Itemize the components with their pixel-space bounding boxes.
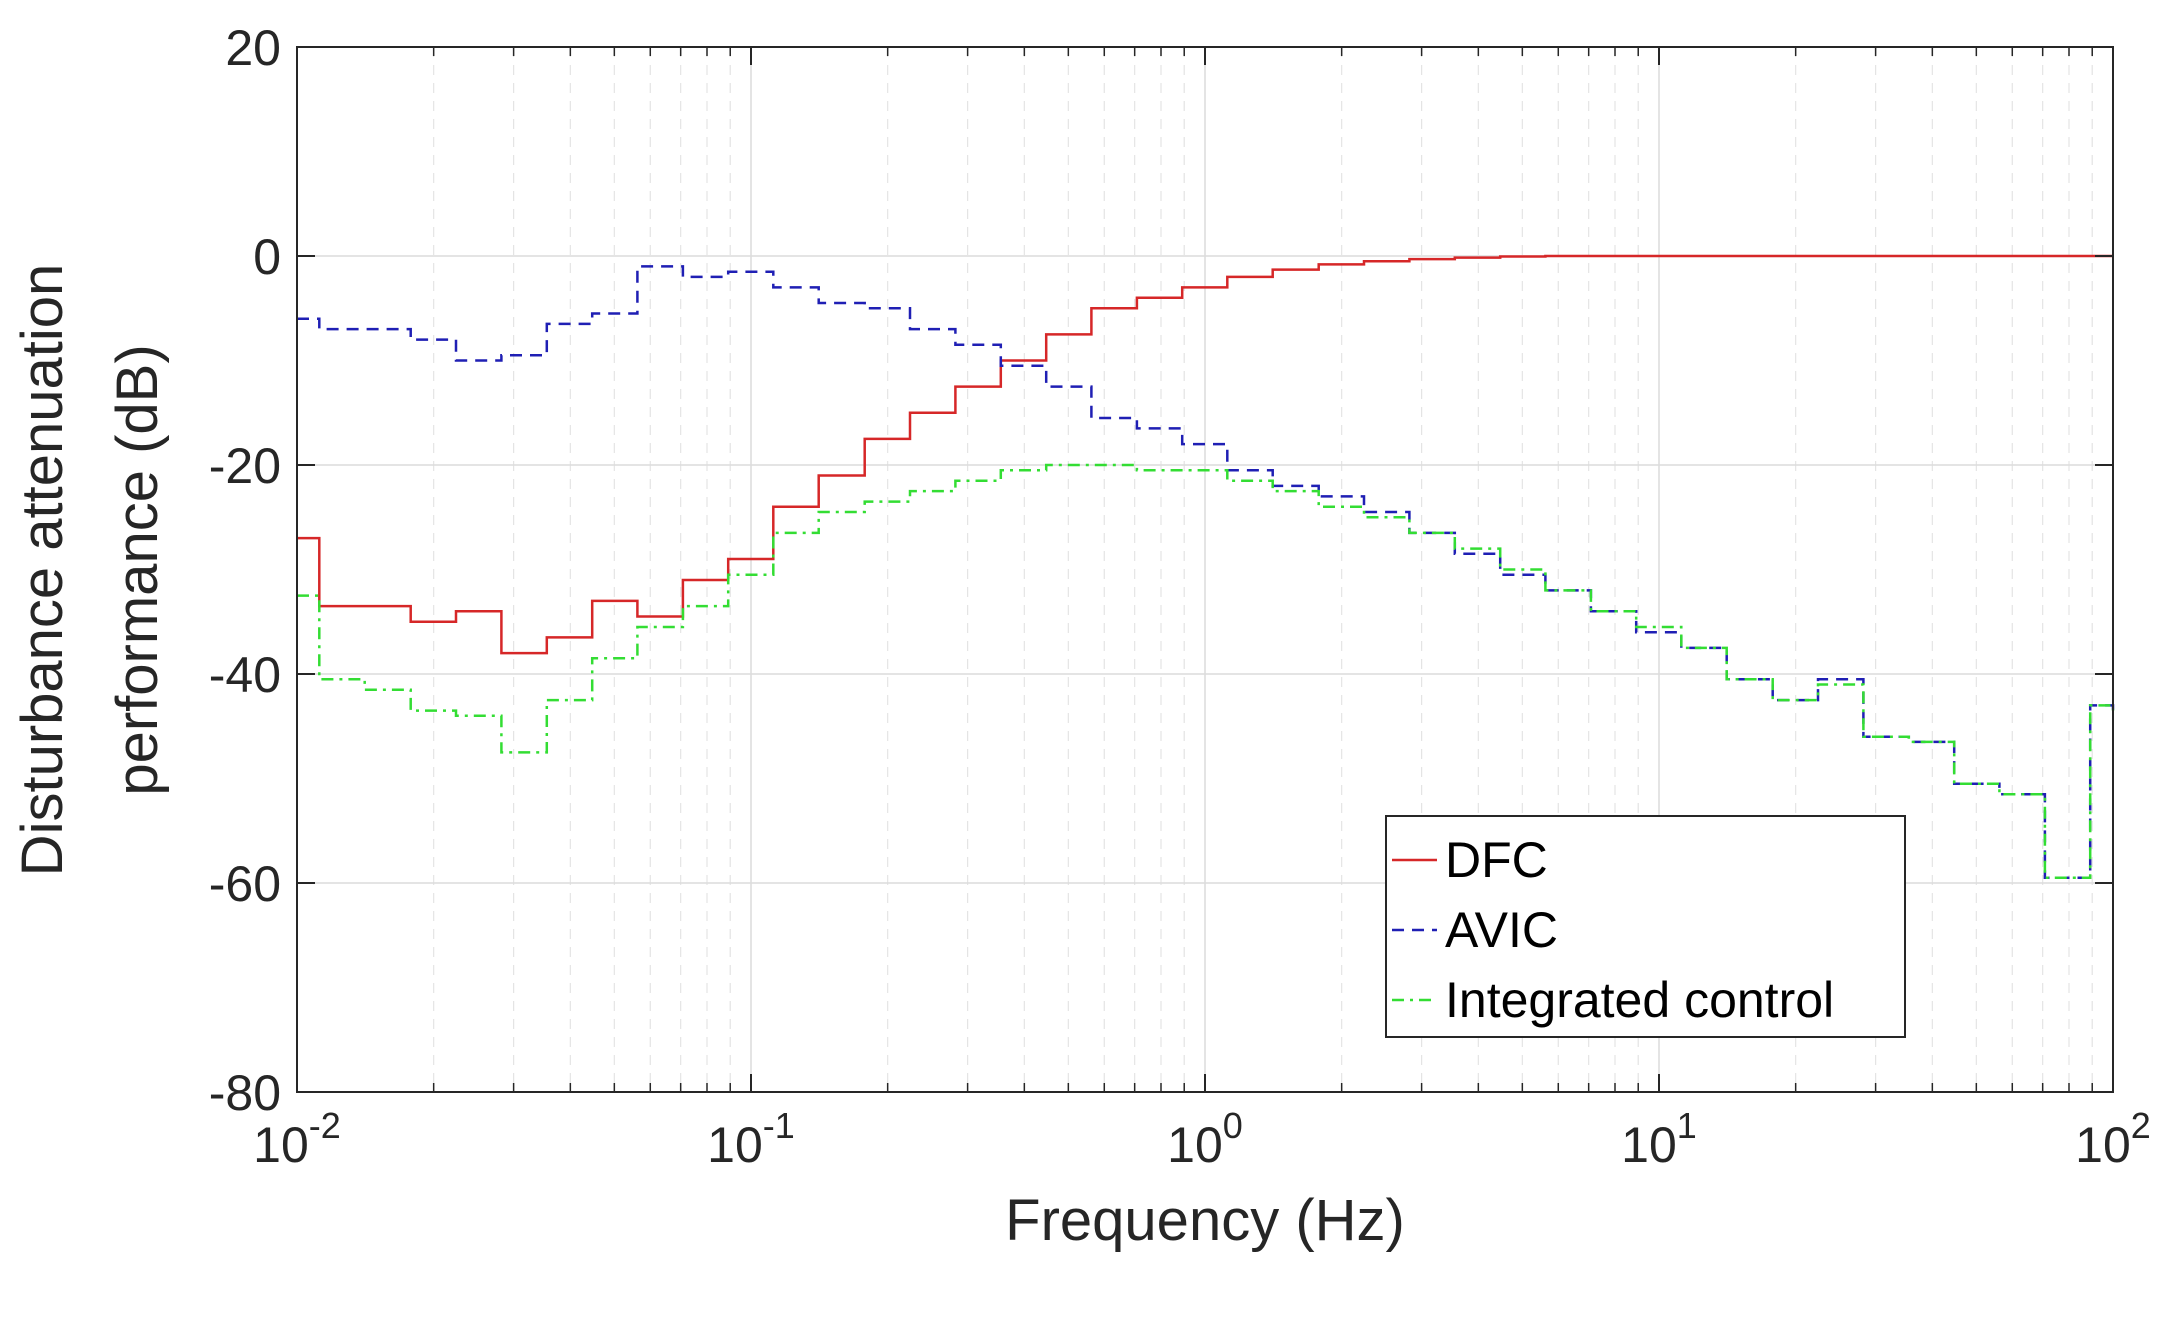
legend-label-integrated-control: Integrated control — [1445, 972, 1834, 1028]
series-line-dfc — [297, 254, 2113, 655]
x-tick-exponent: 0 — [1223, 1105, 1243, 1146]
x-tick-base: 10 — [707, 1117, 763, 1173]
y-tick-label: -20 — [209, 438, 281, 494]
series-line-integrated-control — [297, 463, 2115, 880]
legend-label-dfc: DFC — [1445, 832, 1548, 888]
y-tick-label: 0 — [253, 229, 281, 285]
y-tick-label: -40 — [209, 647, 281, 703]
x-tick-label: 101 — [1621, 1105, 1697, 1173]
y-axis-title-line-2: performance (dB) — [105, 344, 170, 795]
x-tick-base: 10 — [253, 1117, 309, 1173]
y-axis-title-line-1: Disturbance attenuation — [10, 264, 75, 877]
y-tick-label: 20 — [225, 20, 281, 76]
legend-box — [1385, 815, 1906, 1038]
x-tick-label: 10-1 — [707, 1105, 795, 1173]
legend-label-avic: AVIC — [1445, 902, 1558, 958]
y-tick-label: -60 — [209, 856, 281, 912]
x-tick-exponent: 1 — [1677, 1105, 1697, 1146]
x-tick-base: 10 — [1167, 1117, 1223, 1173]
x-tick-exponent: 2 — [2131, 1105, 2151, 1146]
x-tick-label: 100 — [1167, 1105, 1243, 1173]
x-tick-exponent: -1 — [763, 1105, 795, 1146]
y-tick-label: -80 — [209, 1065, 281, 1121]
x-tick-label: 10-2 — [253, 1105, 341, 1173]
x-tick-label: 102 — [2075, 1105, 2151, 1173]
x-tick-base: 10 — [1621, 1117, 1677, 1173]
series-group — [297, 254, 2115, 880]
legend: DFC AVIC Integrated control — [1385, 815, 1906, 1038]
x-tick-exponent: -2 — [309, 1105, 341, 1146]
x-axis-title: Frequency (Hz) — [1005, 1188, 1405, 1253]
grid-lines — [297, 47, 2113, 1092]
x-tick-base: 10 — [2075, 1117, 2131, 1173]
